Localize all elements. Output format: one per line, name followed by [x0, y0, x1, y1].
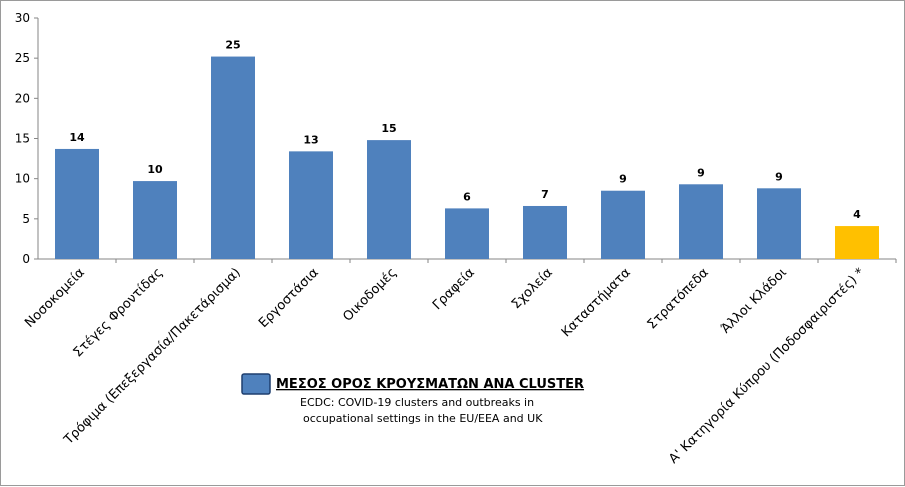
data-label: 9 — [697, 166, 705, 179]
bar — [133, 181, 177, 259]
data-label: 9 — [775, 170, 783, 183]
bar — [55, 148, 99, 259]
y-tick-label: 15 — [15, 132, 30, 146]
category-label: Άλλοι Κλάδοι — [718, 265, 789, 336]
legend-title: ΜΕΣΟΣ ΟΡΟΣ ΚΡΟΥΣΜΑΤΩΝ ΑΝΑ CLUSTER — [276, 377, 584, 392]
category-label: Νοσοκομεία — [22, 265, 88, 331]
bar — [445, 208, 489, 259]
legend: ΜΕΣΟΣ ΟΡΟΣ ΚΡΟΥΣΜΑΤΩΝ ΑΝΑ CLUSTER ECDC: … — [241, 373, 584, 425]
bar — [835, 226, 879, 259]
y-tick-labels: 0 5 10 15 20 25 30 — [15, 11, 30, 266]
data-labels: 14 10 25 13 15 6 7 9 9 9 4 — [69, 39, 861, 222]
y-tick-label: 30 — [15, 11, 30, 25]
bars — [55, 56, 879, 260]
data-label: 4 — [853, 208, 861, 221]
data-label: 10 — [147, 163, 163, 176]
category-label: Καταστήματα — [559, 265, 634, 340]
data-label: 7 — [541, 188, 549, 201]
bar — [757, 188, 801, 259]
category-label: Οικοδομές — [340, 265, 399, 324]
y-tick-label: 25 — [15, 51, 30, 65]
legend-source-line-1: ECDC: COVID-19 clusters and outbreaks in — [300, 396, 534, 409]
data-label: 13 — [303, 133, 318, 146]
data-label: 25 — [225, 39, 240, 52]
bar — [523, 205, 567, 259]
category-label: Εργοστάσια — [256, 265, 322, 331]
legend-source-line-2: occupational settings in the EU/EEA and … — [303, 412, 543, 425]
bar — [211, 56, 255, 260]
category-label: Σχολεία — [509, 265, 556, 312]
category-label: Τρόφιμα (Επεξεργασία/Πακετάρισμα) — [61, 265, 244, 448]
y-tick-label: 0 — [22, 252, 30, 266]
bar — [601, 190, 645, 259]
data-label: 9 — [619, 173, 627, 186]
bar — [289, 151, 333, 259]
y-tick-label: 10 — [15, 172, 30, 186]
data-label: 15 — [381, 122, 396, 135]
y-tick-label: 20 — [15, 91, 30, 105]
data-label: 14 — [69, 131, 85, 144]
category-label: Γραφεία — [430, 265, 478, 313]
bar — [679, 184, 723, 259]
legend-swatch — [241, 373, 271, 395]
bar — [367, 140, 411, 259]
category-label: Στρατόπεδα — [645, 265, 712, 332]
data-label: 6 — [463, 190, 471, 203]
y-tick-label: 5 — [22, 212, 30, 226]
